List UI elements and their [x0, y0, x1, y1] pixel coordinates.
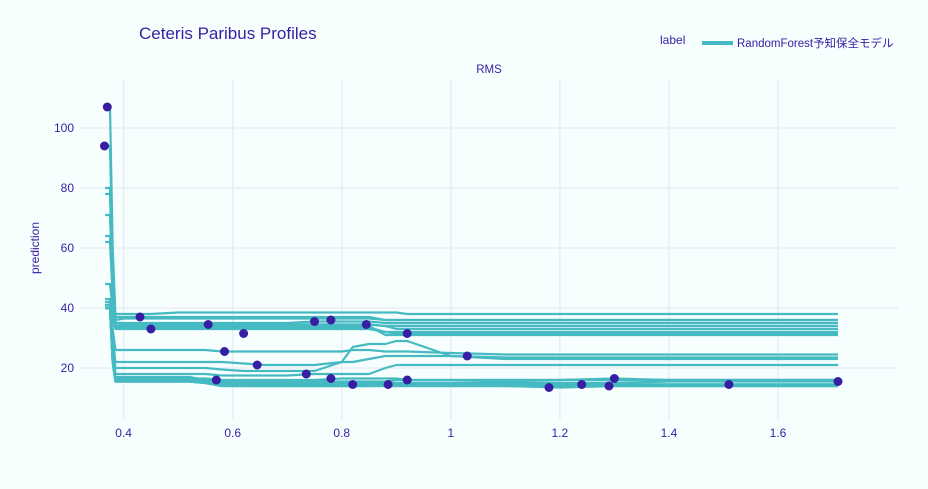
observation-point[interactable] — [402, 375, 412, 385]
profile-line — [105, 105, 838, 316]
profile-line — [105, 192, 838, 328]
profile-line — [105, 306, 838, 373]
grid-layer — [80, 80, 898, 419]
observation-point[interactable] — [402, 329, 412, 338]
observation-point[interactable] — [203, 320, 213, 329]
y-tick-label: 40 — [61, 301, 75, 315]
observation-point[interactable] — [220, 347, 229, 356]
observation-point[interactable] — [239, 329, 249, 338]
y-tick-label: 100 — [54, 121, 74, 135]
observation-point[interactable] — [310, 317, 319, 326]
observation-point[interactable] — [724, 380, 734, 389]
profile-line — [105, 303, 838, 356]
profile-line — [105, 306, 838, 385]
profile-line — [105, 300, 838, 335]
x-tick-label: 0.4 — [115, 426, 132, 440]
legend-title: label — [660, 33, 685, 47]
y-tick-label: 20 — [61, 361, 75, 375]
ticks-layer: 0.4 0.6 0.8 1 1.2 1.4 1.6 20 40 60 80 100 — [54, 121, 787, 440]
profile-line — [105, 303, 838, 367]
profile-line — [105, 144, 838, 322]
x-tick-label: 1.6 — [770, 426, 787, 440]
profile-line — [105, 186, 838, 322]
observation-point[interactable] — [326, 315, 336, 325]
observation-point[interactable] — [100, 141, 109, 151]
observation-point[interactable] — [102, 102, 112, 112]
x-tick-label: 0.8 — [333, 426, 350, 440]
observation-point[interactable] — [326, 374, 336, 383]
observation-point[interactable] — [301, 369, 311, 379]
x-tick-label: 1.2 — [552, 426, 569, 440]
observation-point[interactable] — [252, 360, 262, 370]
observation-point[interactable] — [135, 312, 145, 322]
x-tick-label: 0.6 — [224, 426, 241, 440]
observation-point[interactable] — [609, 374, 619, 383]
observation-point[interactable] — [146, 324, 156, 334]
subplot-title: RMS — [476, 64, 502, 76]
observation-points — [100, 102, 843, 392]
observation-point[interactable] — [383, 380, 393, 389]
observation-point[interactable] — [211, 375, 221, 385]
profile-line — [105, 297, 838, 329]
profile-line — [105, 306, 838, 377]
y-tick-label: 60 — [61, 241, 75, 255]
observation-point[interactable] — [604, 381, 614, 391]
x-tick-label: 1 — [447, 426, 454, 440]
chart-title: Ceteris Paribus Profiles — [139, 24, 317, 43]
legend[interactable]: label RandomForest予知保全モデル — [660, 33, 894, 50]
observation-point[interactable] — [361, 320, 371, 329]
observation-point[interactable] — [348, 380, 358, 389]
x-tick-label: 1.4 — [661, 426, 678, 440]
observation-point[interactable] — [577, 380, 587, 389]
observation-point[interactable] — [544, 383, 554, 392]
observation-point[interactable] — [462, 351, 472, 361]
y-tick-label: 80 — [61, 181, 75, 195]
legend-entry-label[interactable]: RandomForest予知保全モデル — [737, 36, 894, 50]
y-axis-label: prediction — [28, 222, 42, 274]
profile-line — [105, 240, 838, 325]
observation-point[interactable] — [833, 377, 843, 386]
